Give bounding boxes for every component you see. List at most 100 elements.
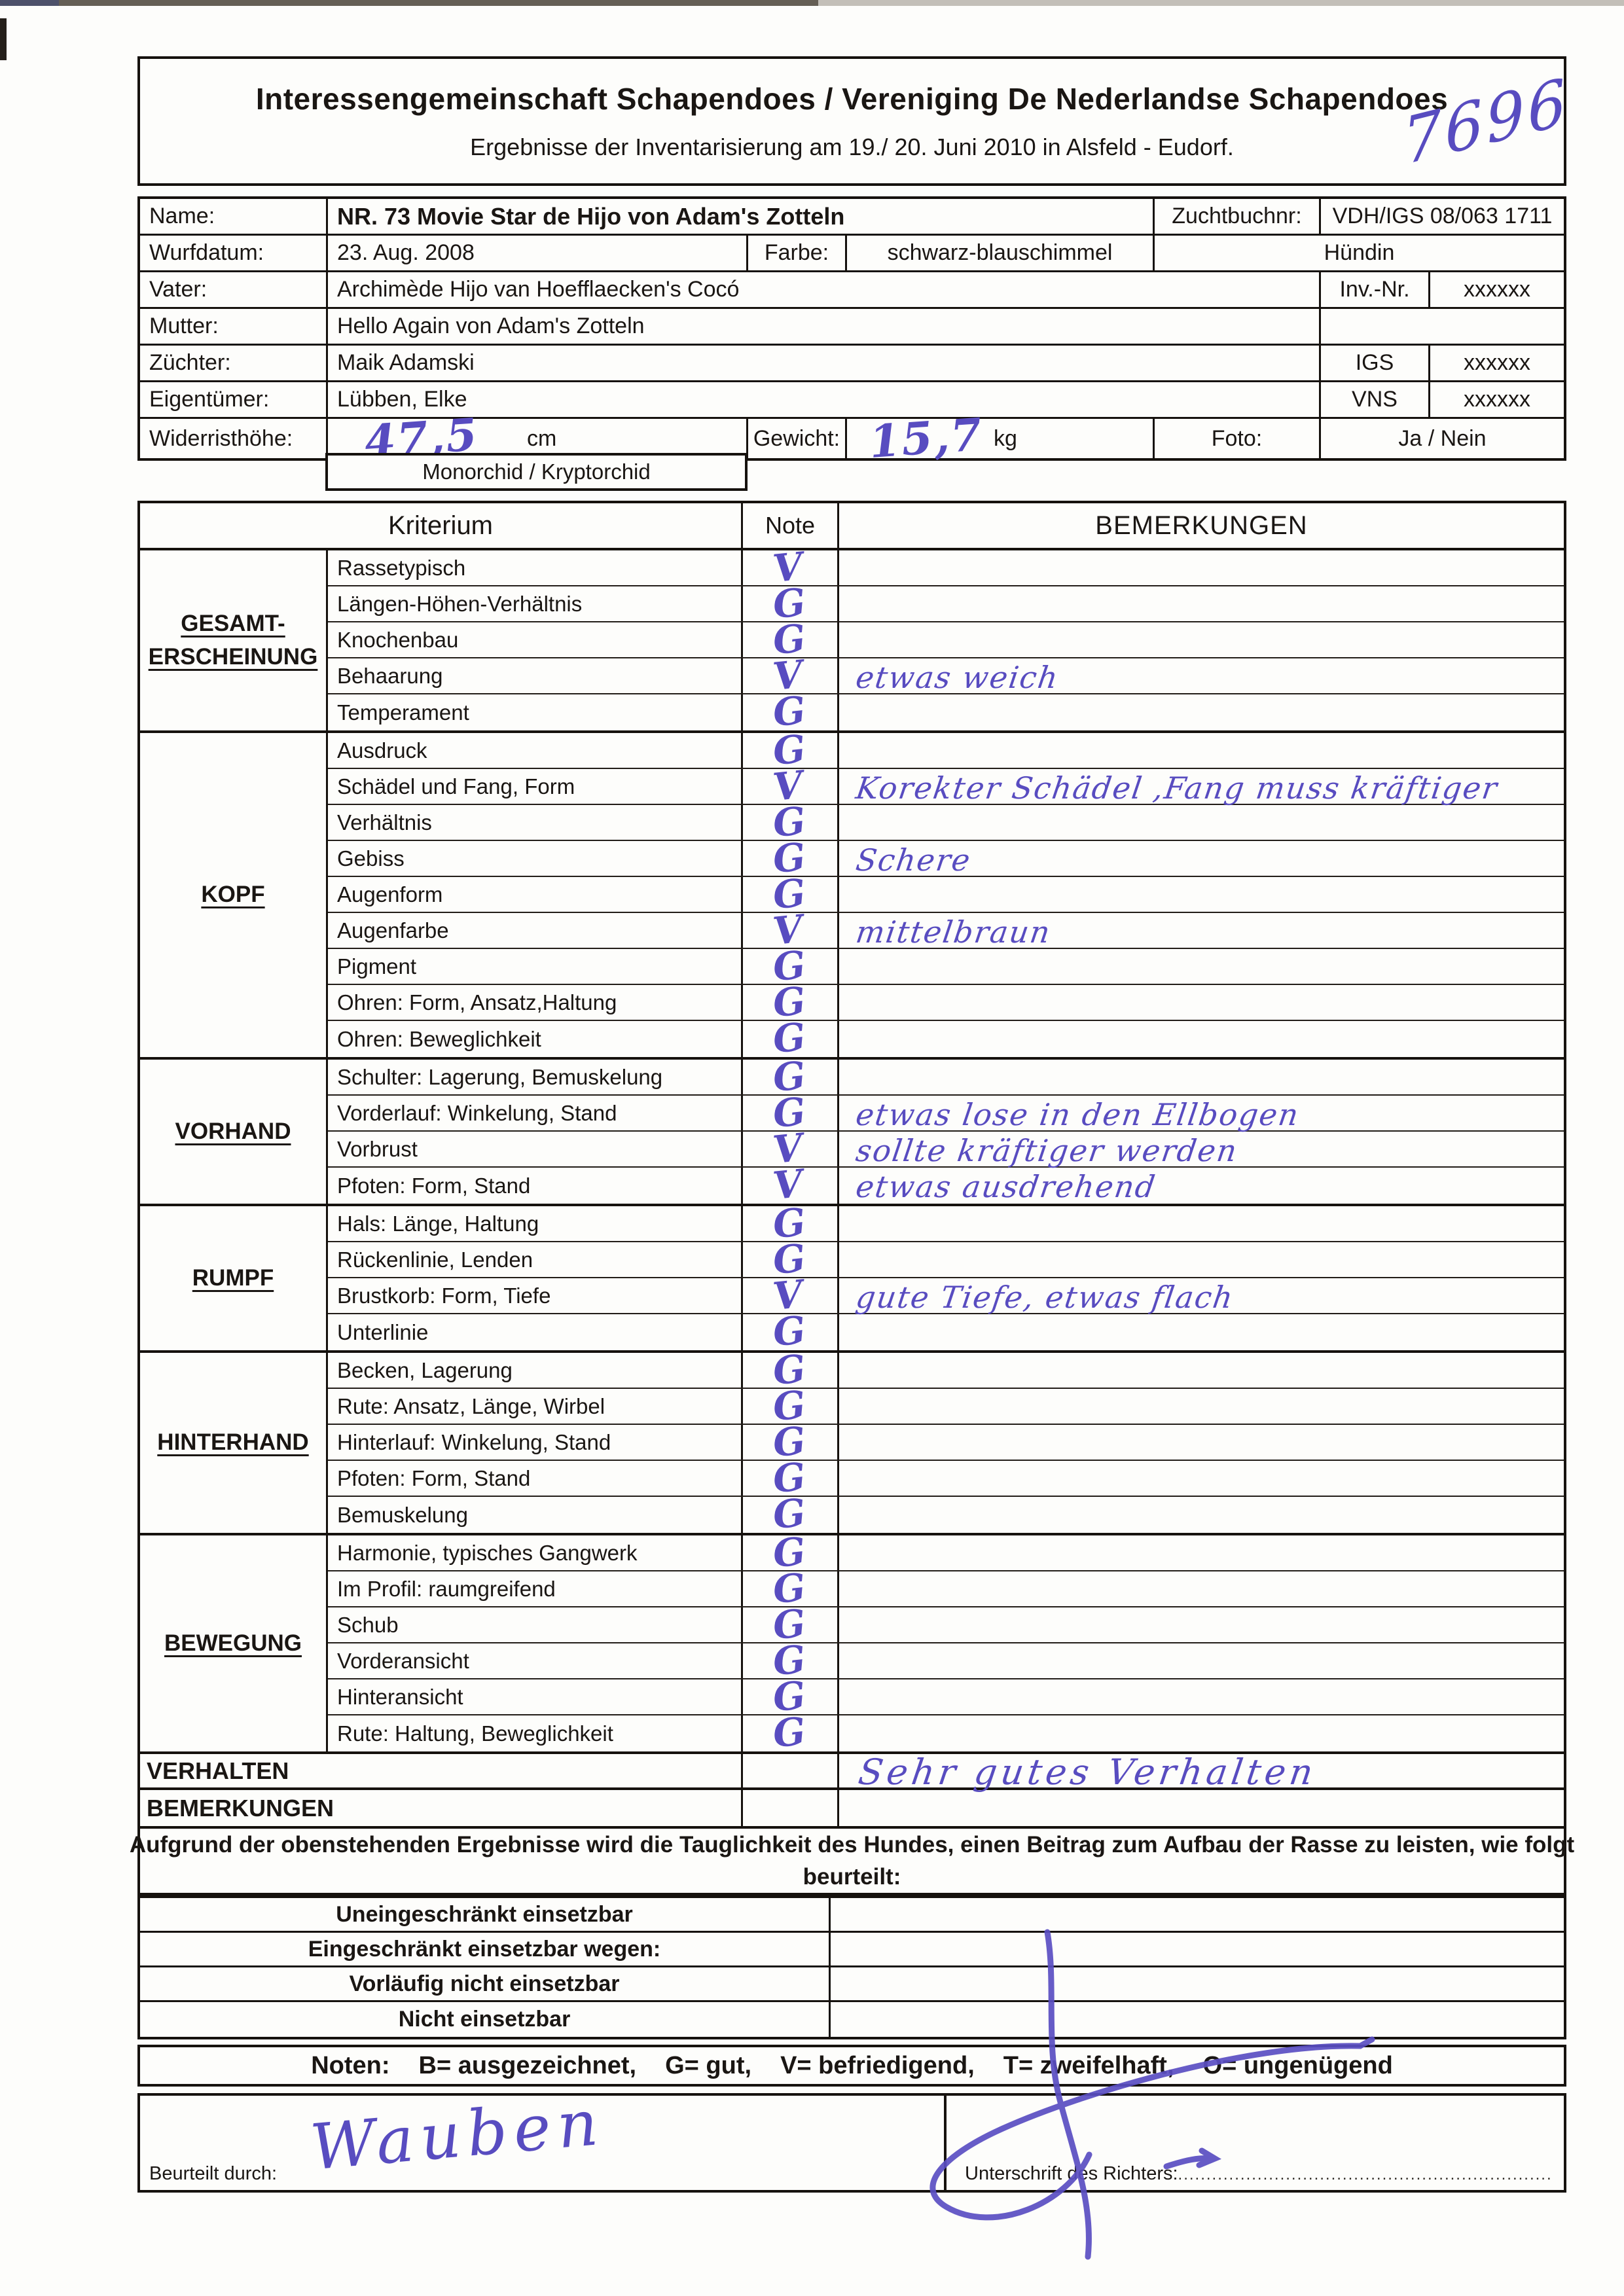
criterion-label: Augenfarbe — [337, 918, 449, 942]
criterion-row: Rute: Ansatz, Länge, Wirbel G — [328, 1382, 1564, 1429]
remark-handwritten: etwas ausdrehend — [854, 1169, 1159, 1204]
note-cell: G — [743, 798, 839, 846]
category-cell: KOPF — [140, 733, 328, 1057]
category-cell: HINTERHAND — [140, 1353, 328, 1533]
criterion-row: Hinterlauf: Winkelung, Stand G — [328, 1418, 1564, 1465]
info-row-name: Name: NR. 73 Movie Star de Hijo von Adam… — [140, 199, 1564, 236]
form-title: Interessengemeinschaft Schapendoes / Ver… — [255, 82, 1449, 116]
vater-label: Vater: — [140, 272, 328, 307]
criterion-label: Rückenlinie, Lenden — [337, 1247, 533, 1272]
invnr-value: xxxxxx — [1464, 277, 1530, 302]
remark-cell — [839, 805, 1564, 840]
legend-o: O= ungenügend — [1202, 2051, 1393, 2079]
remark-cell — [839, 1021, 1564, 1057]
criterion-label: Hals: Länge, Haltung — [337, 1211, 539, 1236]
remark-handwritten: mittelbraun — [854, 914, 1054, 950]
note-cell: G — [743, 1382, 839, 1429]
category-cell: VORHAND — [140, 1060, 328, 1204]
criterion-row: Pfoten: Form, Stand G — [328, 1454, 1564, 1501]
name-value: NR. 73 Movie Star de Hijo von Adam's Zot… — [328, 199, 1155, 234]
category-label: RUMPF — [192, 1265, 274, 1291]
note-cell: V — [743, 906, 839, 954]
criterion-label: Temperament — [337, 700, 469, 725]
category-label: KOPF — [201, 882, 265, 908]
legend-b: B= ausgezeichnet, — [418, 2051, 637, 2079]
verhalten-remark-handwritten: Sehr gutes Verhalten — [856, 1751, 1320, 1793]
zuchtbuchnr-value: VDH/IGS 08/063 1711 — [1332, 204, 1553, 228]
criteria-rows: Schulter: Lagerung, Bemuskelung G Vorderla… — [328, 1053, 1564, 1208]
criteria-rows: Becken, Lagerung G Rute: Ansatz, Länge, Wi… — [328, 1346, 1564, 1537]
remark-cell — [839, 1607, 1564, 1642]
bemerkungen-label: BEMERKUNGEN — [140, 1790, 743, 1826]
zuechter-label: Züchter: — [140, 346, 328, 380]
title-box: Interessengemeinschaft Schapendoes / Ver… — [137, 56, 1566, 186]
vns-label: VNS — [1321, 382, 1430, 417]
option-row: Nicht einsetzbar — [140, 2002, 1564, 2037]
form-subtitle: Ergebnisse der Inventarisierung am 19./ … — [470, 134, 1234, 160]
criterion-row: Schädel und Fang, Form V Korekter Schädel … — [328, 762, 1564, 810]
note-cell: G — [743, 1053, 839, 1100]
note-cell: V — [743, 1272, 839, 1319]
info-row-vater: Vater: Archimède Hijo van Hoefflaecken's… — [140, 272, 1564, 309]
foto-value: Ja / Nein — [1398, 425, 1487, 451]
remark-cell — [839, 1679, 1564, 1714]
criterion-label: Vorbrust — [337, 1136, 418, 1161]
option-nicht-einsetzbar: Nicht einsetzbar — [140, 2002, 831, 2037]
info-row-wurfdatum: Wurfdatum: 23. Aug. 2008 Farbe: schwarz-… — [140, 236, 1564, 272]
remark-cell — [839, 1497, 1564, 1533]
remark-cell: mittelbraun — [839, 913, 1564, 950]
criteria-rows: Harmonie, typisches Gangwerk G Im Profil: … — [328, 1529, 1564, 1756]
option-eingeschraenkt: Eingeschränkt einsetzbar wegen: — [140, 1933, 831, 1965]
criterion-label: Ohren: Beweglichkeit — [337, 1026, 541, 1051]
criterion-row: Hals: Länge, Haltung G — [328, 1200, 1564, 1247]
option-value-cell — [831, 1933, 1564, 1965]
note-cell: G — [743, 580, 839, 627]
note-cell: G — [743, 1346, 839, 1393]
note-cell: G — [743, 870, 839, 918]
verhalten-row: VERHALTEN Sehr gutes Verhalten — [140, 1751, 1564, 1793]
criterion-row: Rute: Haltung, Beweglichkeit G — [328, 1709, 1564, 1756]
gewicht-label: Gewicht: — [748, 419, 847, 458]
scan-artifact-topline — [0, 0, 1624, 6]
note-cell: G — [743, 616, 839, 663]
option-row: Vorläufig nicht einsetzbar — [140, 1967, 1564, 2002]
note-cell: V — [743, 1161, 839, 1208]
mutter-label: Mutter: — [140, 309, 328, 344]
remark-cell: gute Tiefe, etwas flach — [839, 1278, 1564, 1315]
info-row-widerristhoehe: Widerristhöhe: 47,5 cm Gewicht: 15,7 kg … — [140, 408, 1564, 469]
category-label: BEWEGUNG — [164, 1630, 302, 1656]
criterion-row: Ausdruck G — [328, 726, 1564, 774]
remark-cell — [839, 733, 1564, 768]
criterion-label: Verhältnis — [337, 810, 432, 834]
remark-handwritten: etwas lose in den Ellbogen — [854, 1097, 1302, 1132]
criterion-row: Unterlinie G — [328, 1308, 1564, 1355]
category-cell: BEWEGUNG — [140, 1535, 328, 1751]
criterion-row: Verhältnis G — [328, 798, 1564, 846]
beurteilt-durch-box: Wauben Beurteilt durch: — [140, 2086, 947, 2190]
option-value-cell — [831, 1898, 1564, 1931]
note-cell: G — [743, 942, 839, 990]
remark-cell — [839, 1425, 1564, 1460]
note-cell: V — [743, 762, 839, 810]
info-row-zuechter: Züchter: Maik Adamski IGS xxxxxx — [140, 346, 1564, 382]
remark-cell — [839, 1314, 1564, 1350]
criteria-rows: Hals: Länge, Haltung G Rückenlinie, Lenden… — [328, 1200, 1564, 1355]
note-cell: G — [743, 1709, 839, 1756]
info-row-eigentuemer: Eigentümer: Lübben, Elke VNS xxxxxx — [140, 382, 1564, 419]
criterion-row: Temperament G — [328, 688, 1564, 735]
criterion-label: Harmonie, typisches Gangwerk — [337, 1540, 638, 1565]
gewicht-handwritten-value: 15,7 — [867, 408, 985, 469]
cm-unit-label: cm — [527, 425, 557, 451]
note-cell: G — [743, 1089, 839, 1136]
criterion-row: Im Profil: raumgreifend G — [328, 1565, 1564, 1612]
criterion-row: Augenform G — [328, 870, 1564, 918]
criteria-section: KOPF Ausdruck G Schädel und Fang, Form V Kore… — [140, 726, 1564, 1062]
option-uneingeschraenkt: Uneingeschränkt einsetzbar — [140, 1898, 831, 1931]
remark-cell — [839, 1389, 1564, 1424]
remark-cell — [839, 985, 1564, 1020]
note-cell: G — [743, 1565, 839, 1612]
mutter-value: Hello Again von Adam's Zotteln — [328, 309, 1321, 344]
criterion-row: Rückenlinie, Lenden G — [328, 1236, 1564, 1283]
